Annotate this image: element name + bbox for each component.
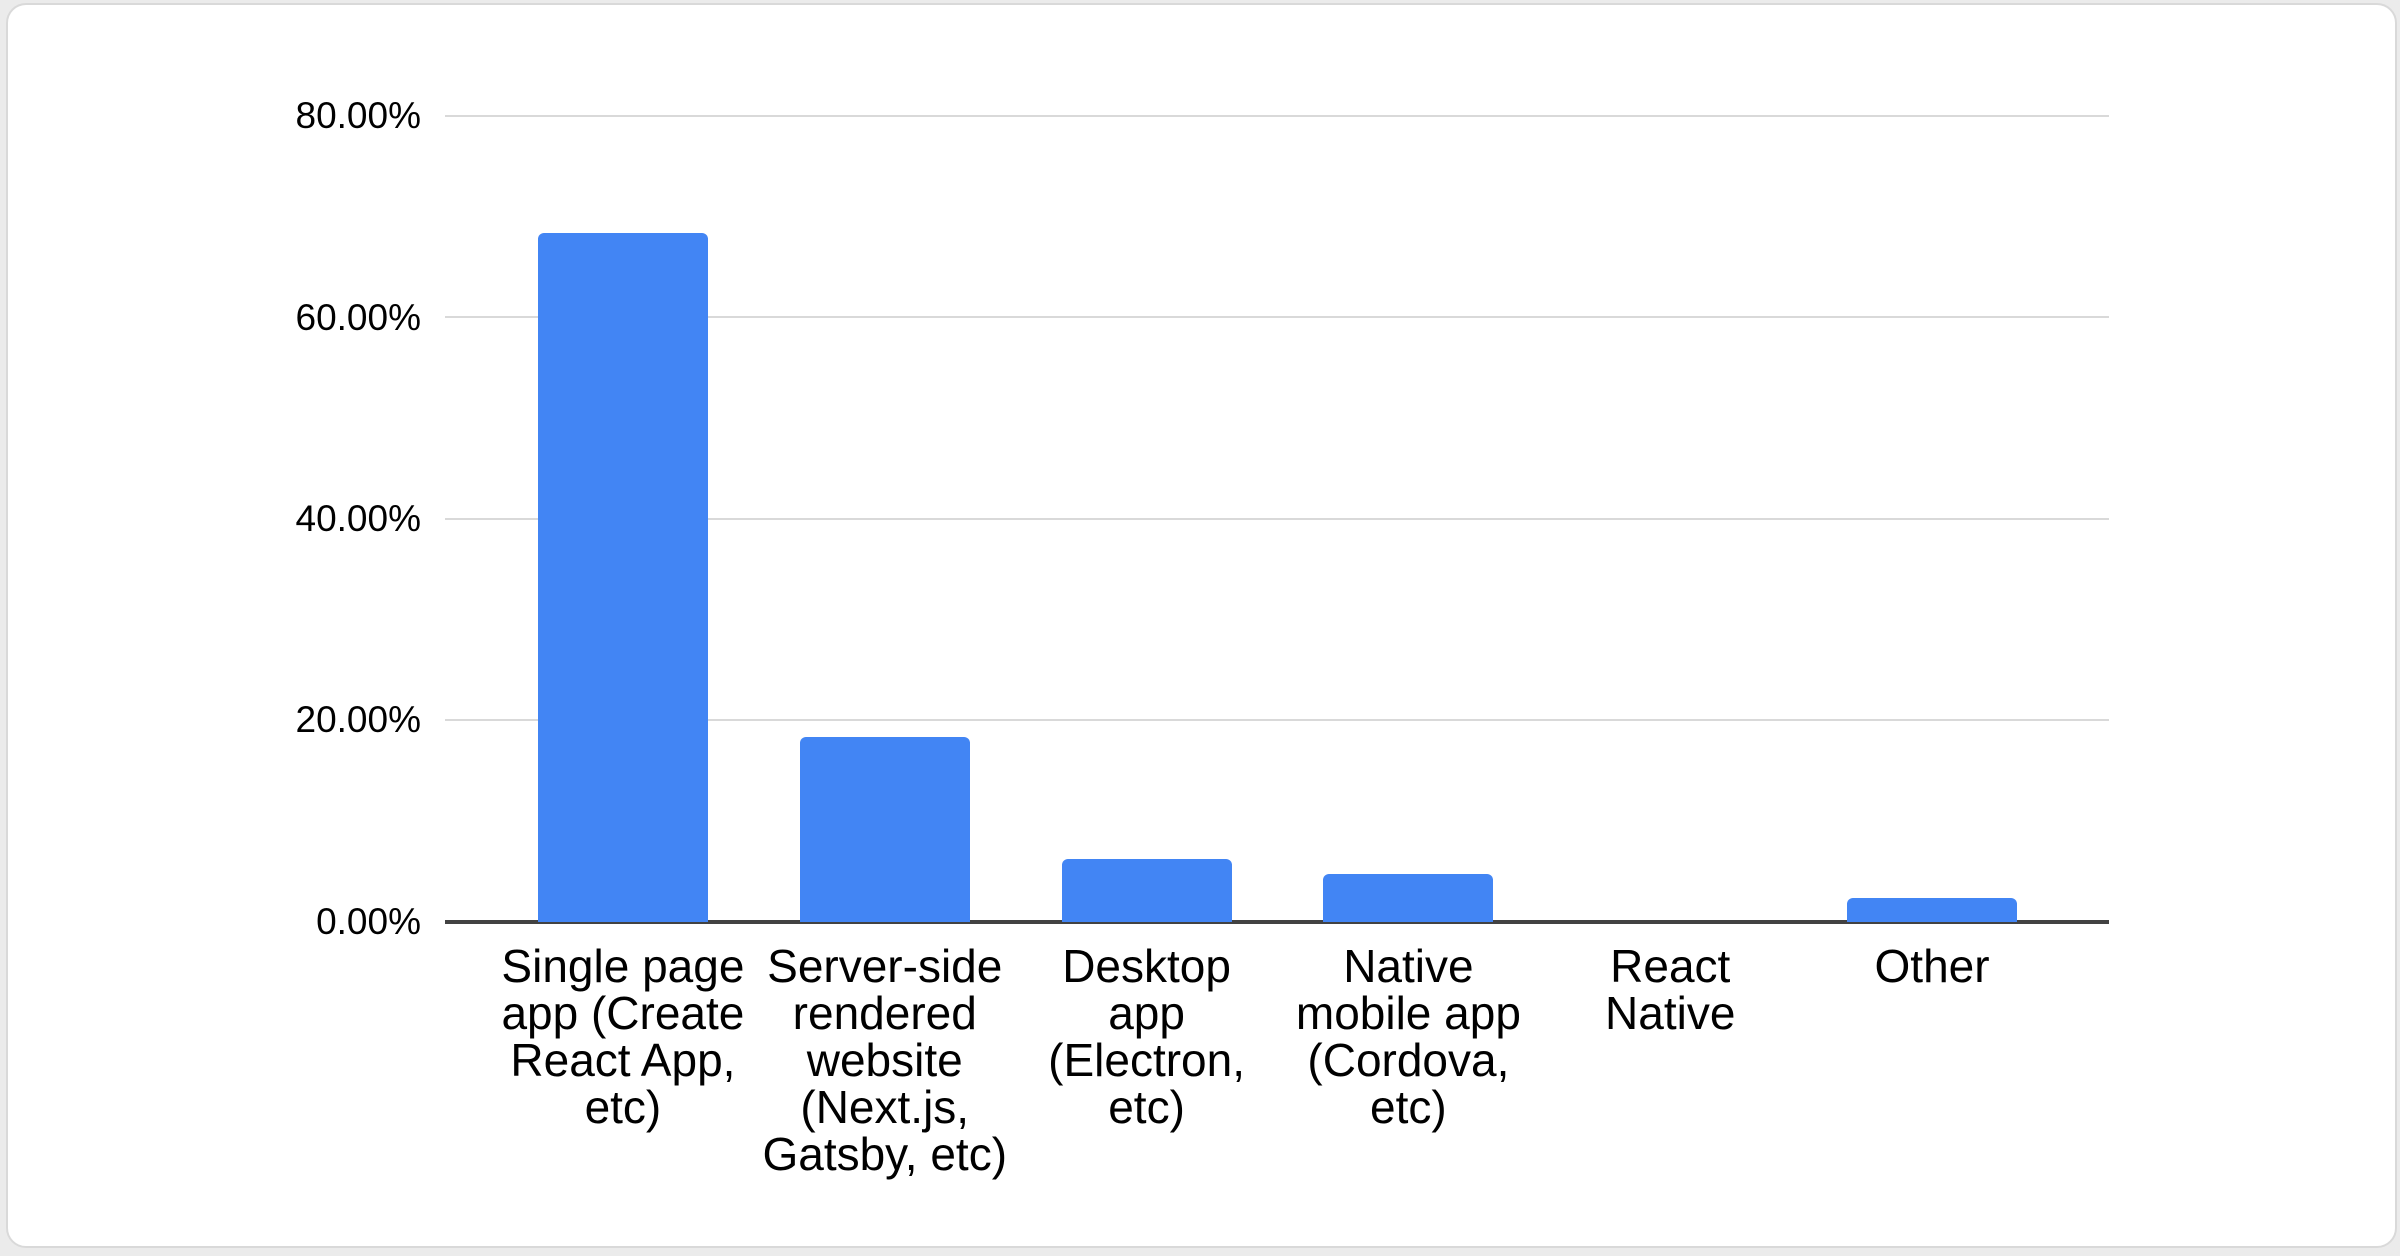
gridline-20-percent [445,719,2109,721]
x-axis-labels: Single page app (Create React App, etc) … [492,943,2063,1178]
bar-other [1847,897,2018,922]
bar-slot [754,116,1016,922]
x-axis-label-native-mobile-app: Native mobile app (Cordova, etc) [1295,940,1521,1133]
bar-server-side-rendered [799,736,970,922]
x-axis-baseline [445,920,2109,924]
bar-slot [1801,116,2063,922]
bar-desktop-app [1061,858,1232,922]
bar-slot [1539,116,1801,922]
x-axis-label-desktop-app: Desktop app (Electron, etc) [1048,940,1245,1133]
y-axis-tick-label: 40.00% [295,498,422,539]
bar-slot [492,116,754,922]
gridline-80-percent [445,115,2109,117]
y-axis-tick-label: 0.00% [316,901,421,942]
bar-native-mobile-app [1323,873,1494,922]
gridline-60-percent [445,316,2109,318]
y-axis-tick-label: 60.00% [295,297,422,338]
bars-area [492,116,2063,922]
bar-single-page-app [537,232,708,922]
chart-card [6,3,2397,1248]
x-axis-label-react-native: React Native [1605,940,1736,1039]
x-axis-label-server-side-rendered: Server-side rendered website (Next.js, G… [762,940,1008,1180]
bar-slot [1016,116,1278,922]
gridline-40-percent [445,518,2109,520]
bar-slot [1277,116,1539,922]
y-axis-tick-label: 20.00% [295,699,422,740]
x-axis-label-single-page-app: Single page app (Create React App, etc) [501,940,745,1133]
y-axis-tick-label: 80.00% [295,95,422,136]
x-axis-label-other: Other [1874,940,1990,992]
